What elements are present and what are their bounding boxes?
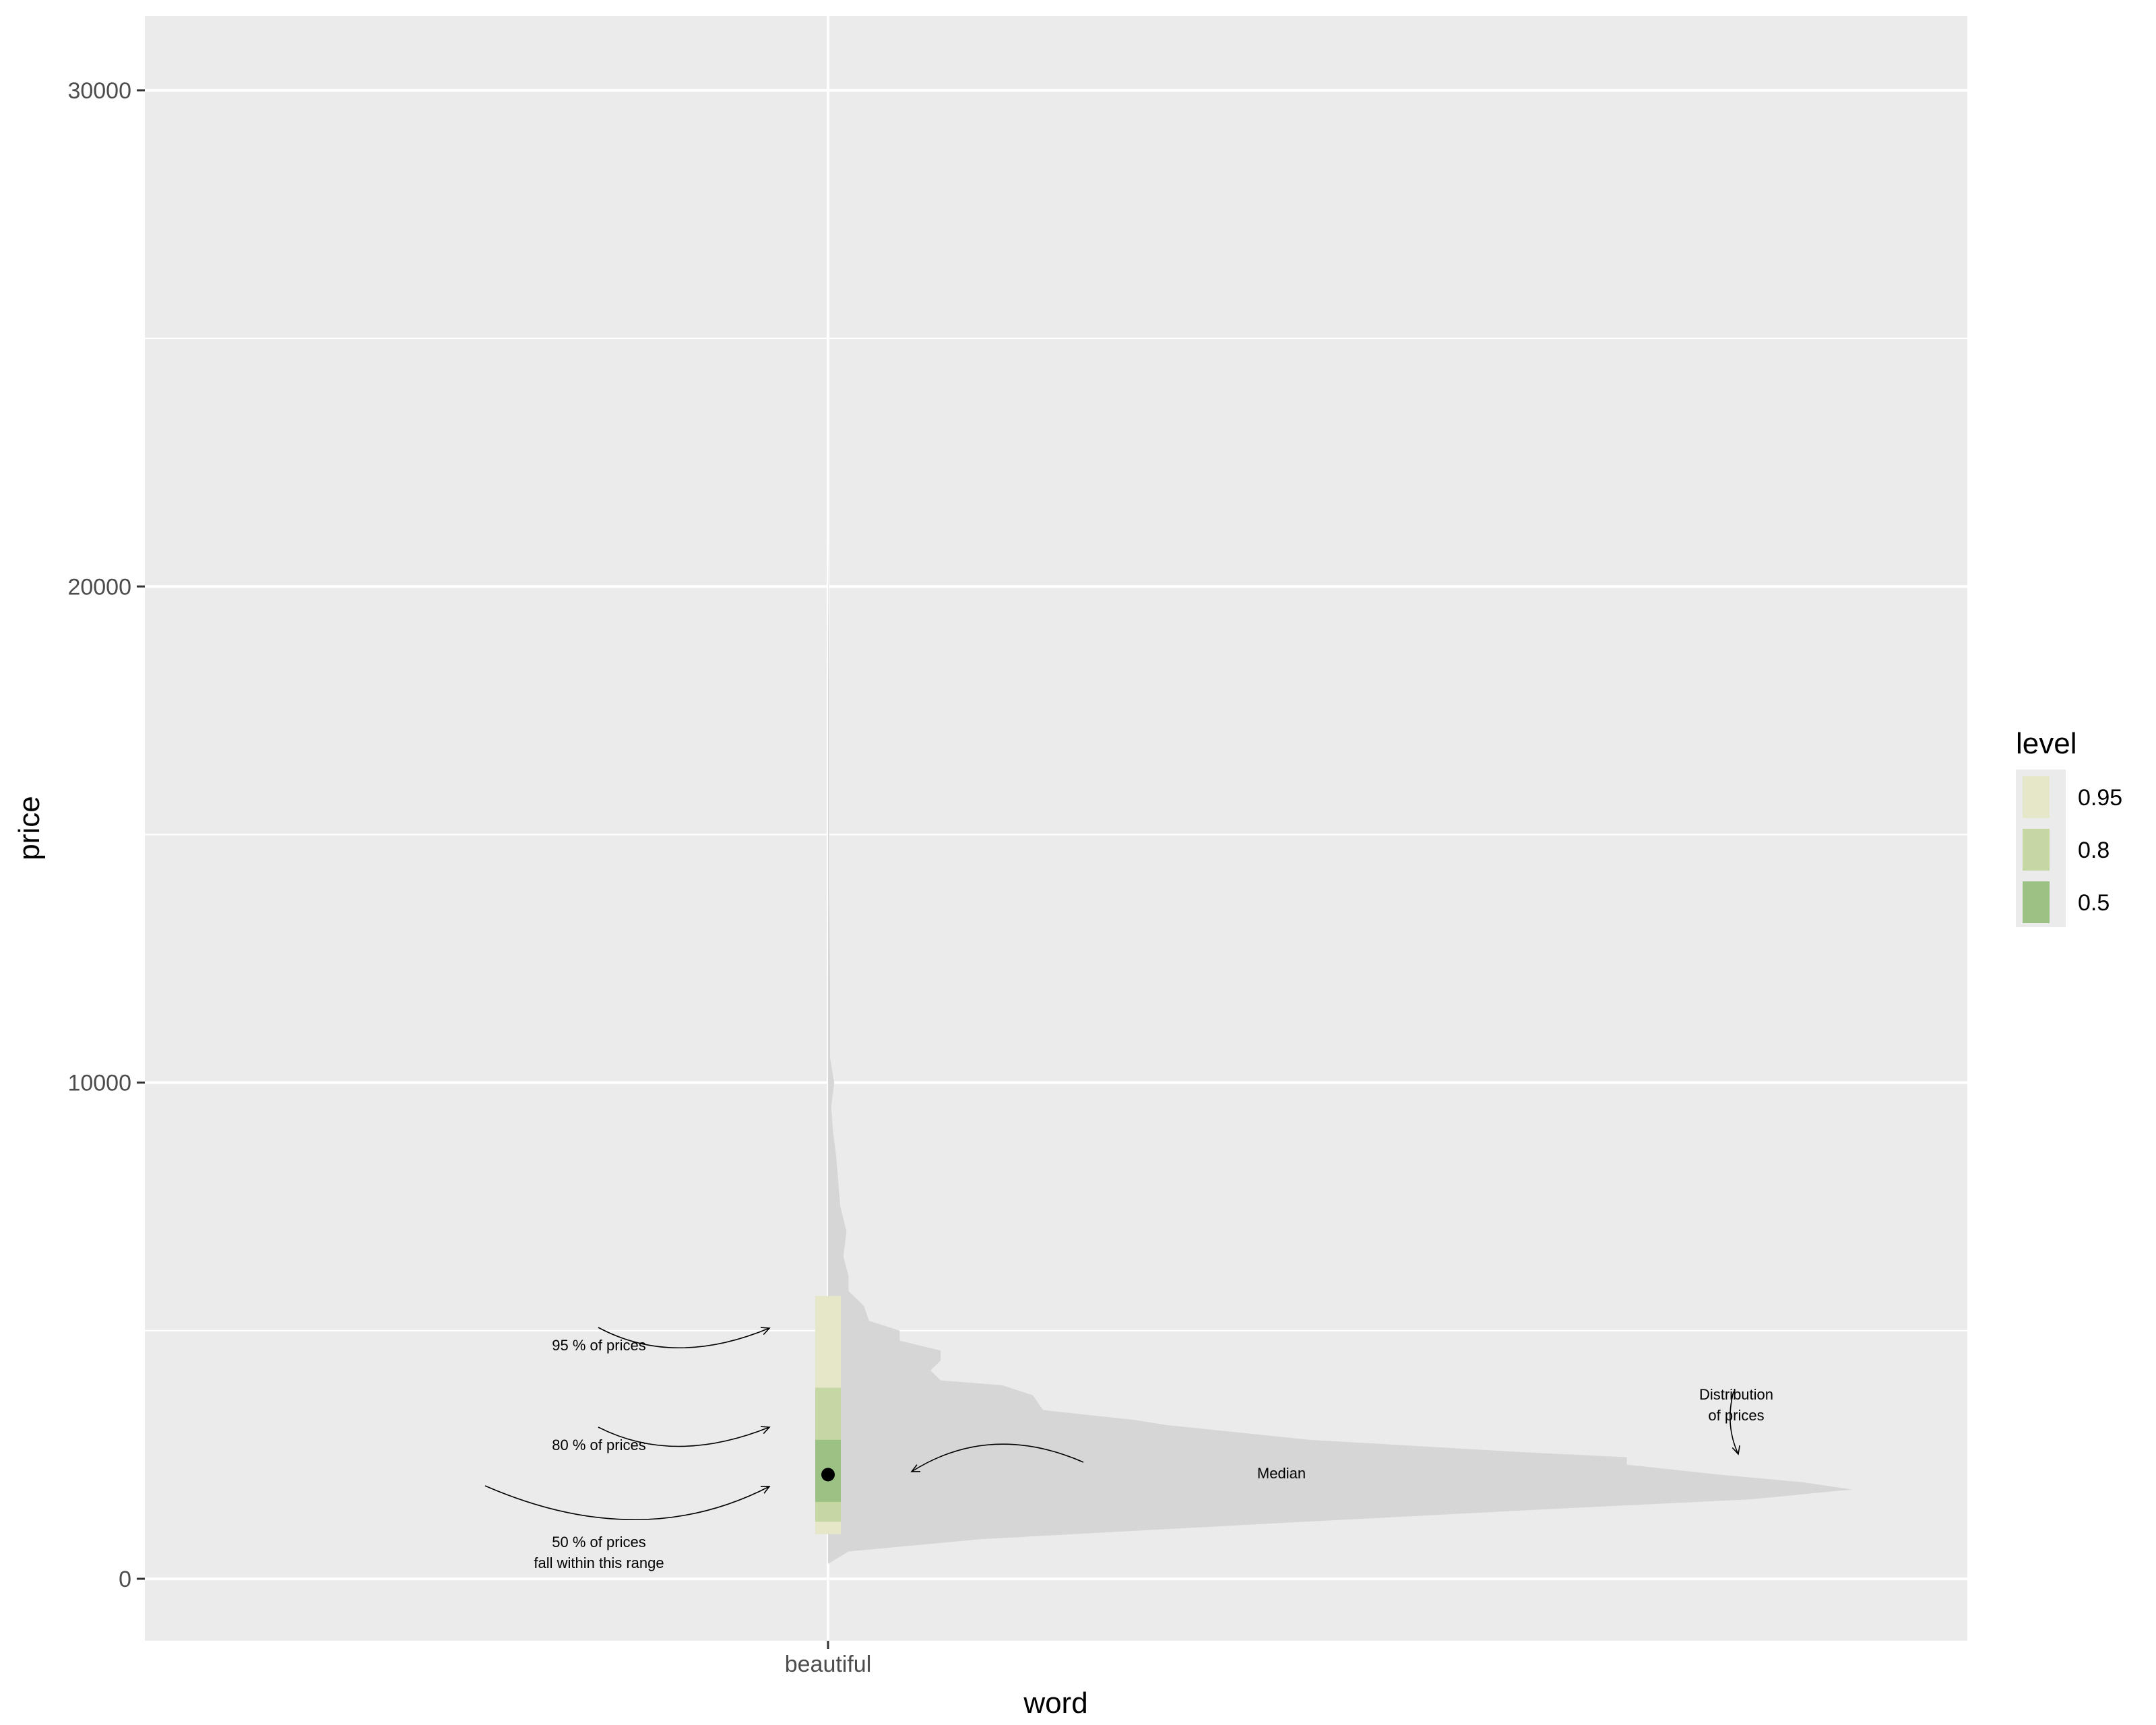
annotations: 95 % of prices 80 % of prices 50 % of pric… bbox=[534, 1337, 1773, 1571]
legend-key-0-8 bbox=[2023, 829, 2050, 871]
annotation-text: 95 % of prices bbox=[552, 1337, 645, 1354]
annotation-text: 50 % of prices bbox=[552, 1534, 645, 1550]
annotation-text: of prices bbox=[1708, 1407, 1764, 1424]
legend-key-0-5 bbox=[2023, 881, 2050, 923]
y-tick-label: 10000 bbox=[67, 1071, 131, 1096]
plot-panel bbox=[145, 16, 1967, 1641]
y-axis: 0 10000 20000 30000 bbox=[67, 78, 145, 1592]
annotation-arrows bbox=[484, 1327, 1740, 1521]
arrow-head bbox=[1732, 1445, 1740, 1455]
x-tick-label: beautiful bbox=[785, 1652, 872, 1677]
annotation-arrow bbox=[484, 1485, 770, 1521]
y-tick-label: 20000 bbox=[67, 574, 131, 600]
annotation-text: 80 % of prices bbox=[552, 1437, 645, 1453]
interval-bars bbox=[815, 1296, 841, 1534]
annotation-arrow bbox=[598, 1426, 770, 1447]
annotation-text: Distribution bbox=[1699, 1386, 1773, 1403]
arrow-head bbox=[760, 1426, 771, 1435]
grid bbox=[145, 16, 1967, 1641]
annotation-arrow bbox=[1730, 1391, 1739, 1455]
y-axis-title: price bbox=[13, 796, 46, 860]
arrow-head bbox=[910, 1464, 921, 1472]
annotation-arrow bbox=[598, 1327, 770, 1348]
y-tick-label: 30000 bbox=[67, 78, 131, 104]
annotation-text: Median bbox=[1257, 1465, 1306, 1482]
median-point bbox=[821, 1468, 835, 1482]
legend-title: level bbox=[2016, 727, 2077, 760]
y-tick-label: 0 bbox=[119, 1567, 131, 1592]
legend-label: 0.95 bbox=[2078, 785, 2122, 811]
legend-label: 0.8 bbox=[2078, 838, 2110, 863]
legend-label: 0.5 bbox=[2078, 890, 2110, 916]
arrow-head bbox=[760, 1327, 771, 1336]
annotation-text: fall within this range bbox=[534, 1555, 664, 1571]
legend: level 0.95 0.8 0.5 bbox=[2016, 727, 2122, 927]
x-axis-title: word bbox=[1023, 1687, 1087, 1720]
legend-key-0-95 bbox=[2023, 776, 2050, 818]
x-axis: beautiful bbox=[785, 1641, 872, 1677]
annotation-arrow bbox=[911, 1443, 1084, 1472]
arrow-head bbox=[760, 1486, 771, 1494]
